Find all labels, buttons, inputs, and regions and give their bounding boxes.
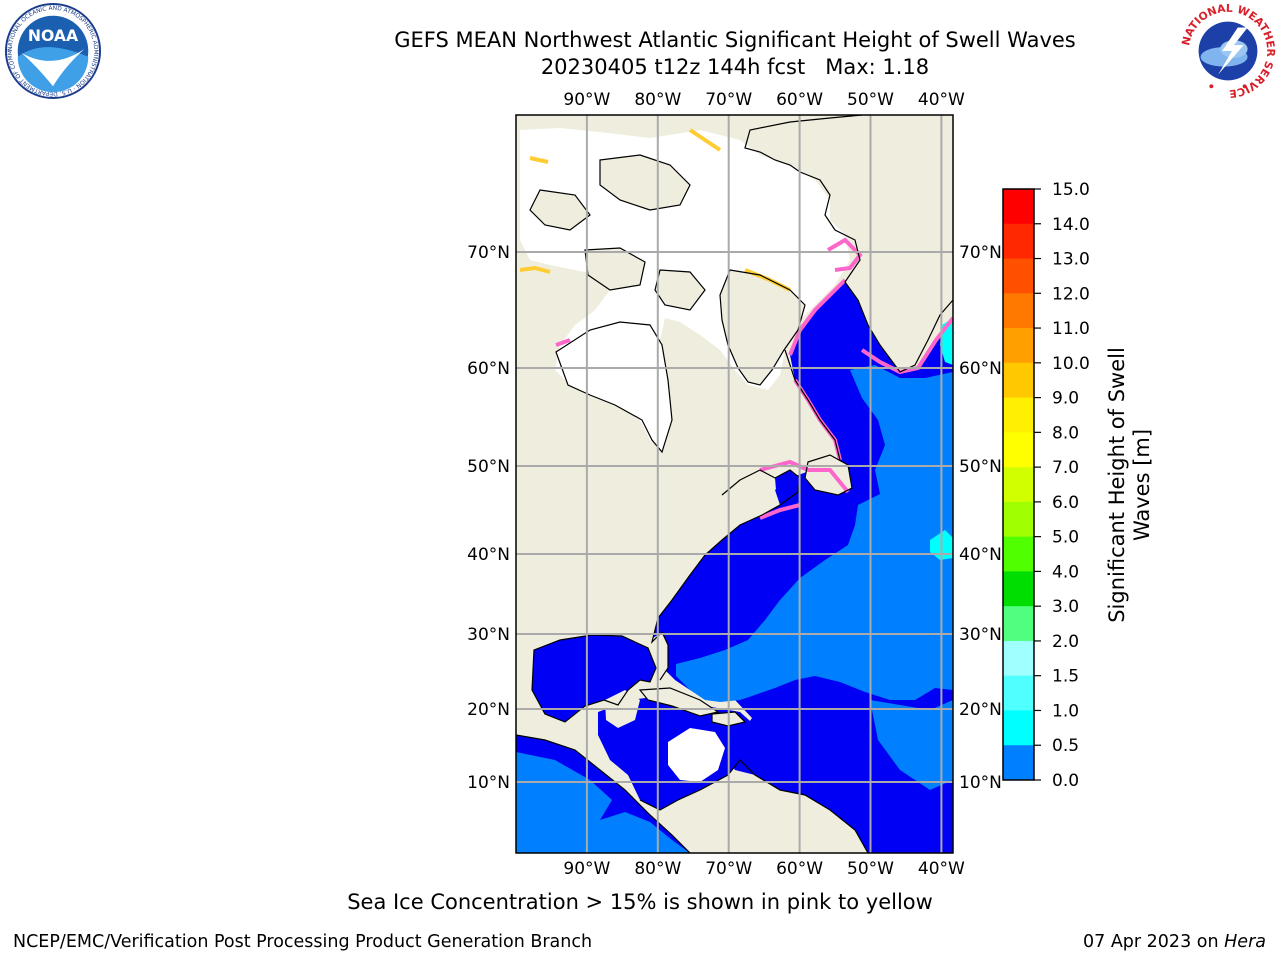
colorbar-segment (1003, 536, 1034, 572)
footer-date-text: 07 Apr 2023 on (1083, 932, 1225, 952)
lat-label-left: 40°N (467, 545, 510, 565)
gulf-of-st-lawrence (775, 470, 800, 496)
baffin-island (720, 270, 805, 385)
lon-label-top: 50°W (847, 90, 894, 110)
gulf-of-mexico (532, 635, 656, 722)
lat-label-right: 60°N (959, 359, 1002, 379)
colorbar-tick-label: 5.0 (1052, 528, 1079, 548)
colorbar-tick-label: 13.0 (1052, 250, 1090, 270)
colorbar-tick-label: 1.0 (1052, 701, 1079, 721)
colorbar-tick-label: 14.0 (1052, 215, 1090, 235)
lat-label-left: 30°N (467, 625, 510, 645)
colorbar-tick-label: 7.0 (1052, 458, 1079, 478)
colorbar-segment (1003, 710, 1034, 746)
colorbar-label-line-2: Waves [m] (1130, 429, 1154, 541)
arctic-island-2 (530, 190, 590, 230)
lat-label-left: 60°N (467, 359, 510, 379)
colorbar-segment (1003, 675, 1034, 711)
colorbar-tick-label: 8.0 (1052, 423, 1079, 443)
lon-label-bottom: 70°W (705, 859, 752, 879)
colorbar-tick-label: 9.0 (1052, 389, 1079, 409)
lat-label-right: 20°N (959, 700, 1002, 720)
gridlines (516, 115, 953, 853)
colorbar-segment (1003, 467, 1034, 503)
arctic-island-3 (585, 248, 645, 290)
lon-label-top: 40°W (918, 90, 965, 110)
hudson-bay (556, 322, 672, 452)
lon-label-bottom: 80°W (634, 859, 681, 879)
colorbar-segment (1003, 293, 1034, 329)
lat-labels-left: 70°N 60°N 50°N 40°N 30°N 20°N 10°N (467, 243, 510, 793)
lat-label-left: 50°N (467, 457, 510, 477)
footer-credit: NCEP/EMC/Verification Post Processing Pr… (13, 932, 593, 952)
arctic-island-4 (655, 270, 705, 310)
lat-labels-right: 70°N 60°N 50°N 40°N 30°N 20°N 10°N (959, 243, 1002, 793)
lon-label-top: 60°W (776, 90, 823, 110)
colorbar-tick-label: 15.0 (1052, 180, 1090, 200)
map-plot-area (516, 115, 953, 853)
footer-date: 07 Apr 2023 on Hera (1083, 932, 1266, 952)
colorbar-tick-label: 4.0 (1052, 562, 1079, 582)
colorbar-frame (1002, 188, 1035, 781)
title-line-2: 20230405 t12z 144h fcst Max: 1.18 (540, 55, 930, 79)
colorbar-segment (1003, 258, 1034, 294)
colorbar-segment (1003, 362, 1034, 399)
colorbar-tick-label: 10.0 (1052, 354, 1090, 374)
colorbar-segment (1003, 606, 1034, 642)
colorbar-tick-label: 0.5 (1052, 736, 1079, 756)
greenland (745, 115, 953, 372)
title-line-1: GEFS MEAN Northwest Atlantic Significant… (394, 28, 1076, 52)
lon-label-bottom: 40°W (918, 859, 965, 879)
lat-label-right: 30°N (959, 625, 1002, 645)
colorbar-tick-label: 2.0 (1052, 632, 1079, 652)
colorbar-label-line-1: Significant Height of Swell (1105, 347, 1129, 623)
colorbar-tick-label: 1.5 (1052, 667, 1079, 687)
lon-labels-bottom: 90°W 80°W 70°W 60°W 50°W 40°W (563, 859, 965, 879)
atlantic-swell-mid (676, 365, 953, 702)
colorbar-segment (1003, 501, 1034, 538)
lon-label-top: 70°W (705, 90, 752, 110)
lon-labels-top: 90°W 80°W 70°W 60°W 50°W 40°W (563, 90, 965, 110)
colorbar-segment (1003, 189, 1034, 225)
lat-label-left: 70°N (467, 243, 510, 263)
nws-logo: NATIONAL WEATHER SERVICE (1179, 2, 1277, 100)
lon-label-top: 90°W (563, 90, 610, 110)
colorbar-segment (1003, 328, 1034, 364)
lat-label-right: 10°N (959, 773, 1002, 793)
arctic-island-1 (600, 155, 690, 210)
colorbar-ticks: 15.0 14.0 13.0 12.0 11.0 10.0 9.0 8.0 7.0 6.0 5.0 4… (1034, 180, 1090, 791)
colorbar-segment (1003, 432, 1034, 468)
colorbar-tick-label: 6.0 (1052, 493, 1079, 513)
footer-machine: Hera (1224, 932, 1266, 952)
map-title: GEFS MEAN Northwest Atlantic Significant… (0, 27, 1280, 81)
lon-label-bottom: 90°W (563, 859, 610, 879)
colorbar-segment (1003, 571, 1034, 607)
lat-label-left: 20°N (467, 700, 510, 720)
florida (650, 632, 668, 680)
map-frame (515, 114, 954, 854)
colorbar-segment (1003, 745, 1034, 781)
lat-label-right: 70°N (959, 243, 1002, 263)
colorbar-tick-label: 3.0 (1052, 597, 1079, 617)
lon-label-bottom: 50°W (847, 859, 894, 879)
lat-label-right: 50°N (959, 457, 1002, 477)
white-patch-caribbean (668, 728, 725, 782)
noaa-logo: NATIONAL OCEANIC AND ATMOSPHERIC ADMINIS… (2, 2, 102, 100)
lat-label-left: 10°N (467, 773, 510, 793)
sea-ice-note: Sea Ice Concentration > 15% is shown in … (347, 890, 933, 914)
colorbar (1003, 189, 1034, 781)
colorbar-segment (1003, 640, 1034, 677)
colorbar-tick-label: 12.0 (1052, 284, 1090, 304)
noaa-logo-text: NOAA (28, 26, 79, 45)
pacific-ocean-mid (516, 752, 690, 853)
lat-label-right: 40°N (959, 545, 1002, 565)
lon-label-top: 80°W (634, 90, 681, 110)
colorbar-tick-label: 0.0 (1052, 771, 1079, 791)
colorbar-segment (1003, 397, 1034, 433)
atlantic-swell-mid-east (870, 700, 953, 790)
lon-label-bottom: 60°W (776, 859, 823, 879)
colorbar-tick-label: 11.0 (1052, 319, 1090, 339)
colorbar-segment (1003, 223, 1034, 260)
